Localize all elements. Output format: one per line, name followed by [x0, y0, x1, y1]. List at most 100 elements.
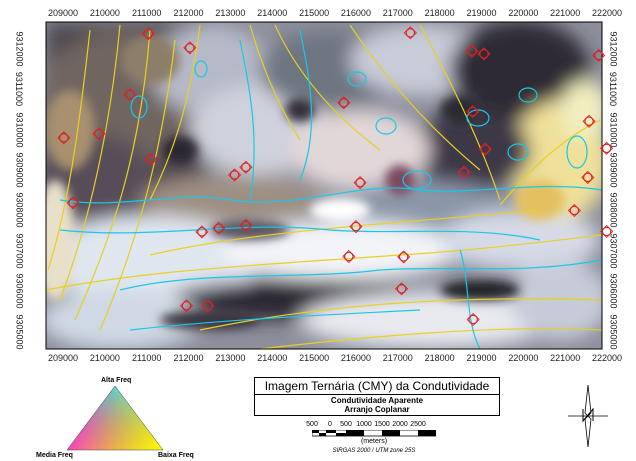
scale-label: 0 — [328, 421, 332, 428]
north-arrow-icon — [568, 384, 608, 448]
anomaly-marker — [592, 48, 606, 63]
coordinate-tick-label: 9308000 — [14, 192, 25, 228]
coordinate-tick-label: 209000 — [47, 353, 79, 363]
coordinate-tick-label: 9312000 — [608, 31, 619, 67]
anomaly-marker — [581, 170, 595, 184]
coordinate-tick-label: 212000 — [173, 353, 204, 363]
scale-label: 500 — [306, 421, 318, 428]
anomaly-marker — [57, 131, 71, 145]
anomaly-marker — [466, 312, 480, 327]
coordinate-tick-label: 211000 — [132, 353, 162, 363]
ternary-image — [46, 22, 602, 349]
coordinate-tick-label: 221000 — [550, 8, 581, 18]
anomaly-marker — [353, 176, 367, 190]
coordinate-tick-label: 9307000 — [608, 233, 619, 269]
coordinate-tick-label: 220000 — [508, 8, 539, 18]
map-title-box: Imagem Ternária (CMY) da Condutividade C… — [254, 377, 500, 416]
coordinate-tick-label: 219000 — [466, 8, 497, 18]
anomaly-marker — [228, 168, 242, 182]
coordinate-tick-label: 216000 — [340, 8, 371, 18]
anomaly-marker — [92, 127, 106, 141]
map-frame — [0, 0, 636, 372]
coordinate-tick-label: 9310000 — [14, 112, 25, 148]
anomaly-marker — [403, 26, 417, 40]
anomaly-marker — [179, 299, 194, 313]
scale-bar — [312, 430, 436, 437]
coordinate-tick-label: 211000 — [132, 8, 162, 18]
anomaly-marker — [342, 249, 356, 264]
map-title: Imagem Ternária (CMY) da Condutividade — [255, 378, 499, 395]
coordinate-tick-label: 9312000 — [14, 31, 25, 67]
coordinate-tick-label: 218000 — [424, 353, 455, 363]
scale-label: 2000 — [392, 421, 408, 428]
coordinate-tick-label: 222000 — [592, 353, 623, 363]
anomaly-marker — [567, 203, 581, 218]
anomaly-marker — [582, 114, 596, 128]
coordinate-tick-label: 9311000 — [14, 72, 25, 107]
anomaly-marker — [600, 141, 614, 155]
anomaly-marker — [195, 225, 209, 239]
coordinate-tick-label: 9309000 — [608, 152, 619, 188]
coordinate-tick-label: 9305000 — [608, 314, 619, 350]
anomaly-marker — [337, 96, 351, 110]
map-subtitle-2: Arranjo Coplanar — [344, 405, 410, 414]
anomaly-marker — [183, 41, 197, 55]
anomaly-marker — [477, 47, 491, 61]
projection-label: SIRGAS 2000 / UTM zone 25S — [332, 448, 416, 454]
cyan-contours — [59, 29, 602, 349]
coordinate-tick-label: 209000 — [47, 8, 79, 18]
coordinate-tick-label: 210000 — [89, 8, 120, 18]
coordinate-tick-label: 215000 — [299, 8, 330, 18]
map-subtitle-1: Condutividade Aparente — [330, 396, 424, 405]
anomaly-marker — [600, 224, 614, 239]
coordinate-tick-label: 222000 — [592, 8, 623, 18]
coordinate-tick-label: 220000 — [508, 353, 539, 363]
coordinate-tick-label: 9306000 — [14, 273, 25, 309]
coordinate-tick-label: 212000 — [173, 8, 204, 18]
coordinate-tick-label: 213000 — [215, 353, 246, 363]
anomaly-marker — [201, 299, 215, 313]
anomaly-marker — [465, 44, 479, 58]
coordinate-tick-label: 9307000 — [14, 233, 25, 269]
anomaly-marker — [123, 88, 137, 102]
scale-unit: (meters) — [360, 438, 388, 445]
coordinate-tick-label: 9310000 — [608, 112, 619, 148]
anomaly-marker — [349, 220, 363, 234]
conductivity-map[interactable] — [0, 0, 636, 372]
anomaly-marker — [466, 105, 480, 119]
anomaly-marker — [397, 250, 411, 264]
legend-left-label: Media Freq — [36, 452, 73, 459]
coordinate-tick-label: 219000 — [466, 353, 497, 363]
scale-label: 500 — [340, 421, 352, 428]
coordinate-tick-label: 9311000 — [608, 72, 619, 107]
coordinate-tick-label: 214000 — [257, 353, 288, 363]
anomaly-marker — [66, 196, 80, 210]
coordinate-tick-label: 210000 — [89, 353, 120, 363]
anomaly-markers — [57, 26, 614, 327]
coordinate-tick-label: 217000 — [382, 353, 413, 363]
coordinate-tick-label: 9306000 — [608, 273, 619, 309]
anomaly-marker — [478, 142, 492, 156]
coordinate-tick-label: 216000 — [340, 353, 371, 363]
anomaly-marker — [239, 218, 253, 232]
scale-label: 2500 — [410, 421, 426, 428]
coordinate-tick-label: 9308000 — [608, 192, 619, 228]
anomaly-marker — [239, 160, 253, 174]
scale-label: 1000 — [356, 421, 372, 428]
anomaly-marker — [457, 165, 471, 179]
yellow-contours — [46, 24, 602, 349]
legend-top-label: Alta Freq — [101, 377, 132, 384]
anomaly-marker — [395, 282, 409, 296]
coordinate-tick-label: 9309000 — [14, 152, 25, 188]
ternary-legend-triangle — [66, 385, 164, 451]
anomaly-marker — [141, 27, 155, 41]
coordinate-tick-label: 218000 — [424, 8, 455, 18]
coordinate-tick-label: 221000 — [550, 353, 581, 363]
coordinate-tick-label: 215000 — [299, 353, 330, 363]
coordinate-tick-label: 9305000 — [14, 314, 25, 350]
coordinate-tick-label: 213000 — [215, 8, 246, 18]
anomaly-marker — [212, 221, 226, 235]
scale-label: 1500 — [374, 421, 390, 428]
coordinate-tick-label: 214000 — [257, 8, 288, 18]
map-border — [45, 21, 603, 350]
